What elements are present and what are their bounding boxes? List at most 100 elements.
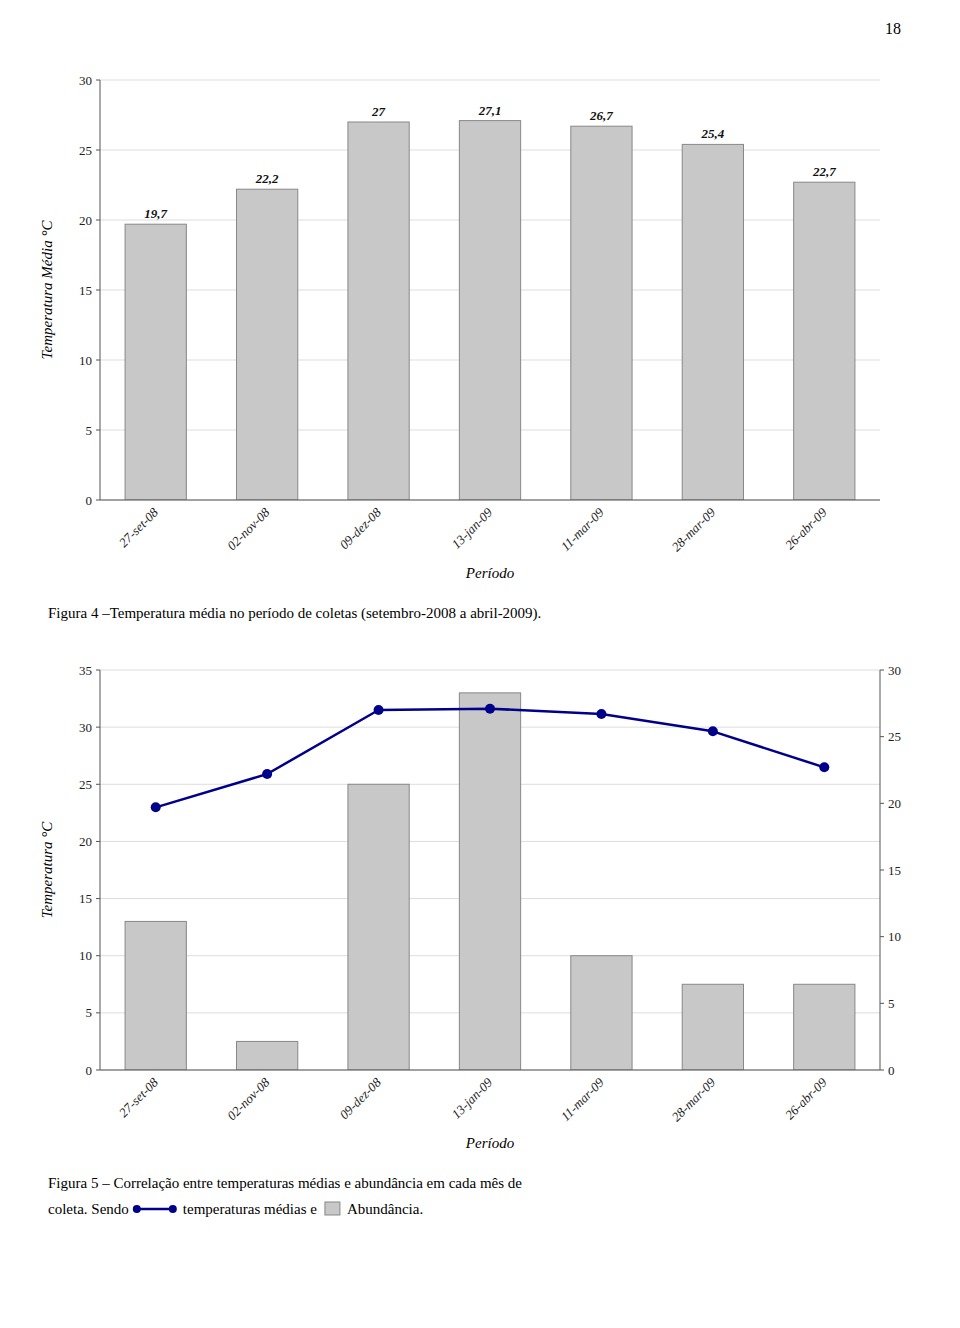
marker bbox=[485, 704, 495, 714]
tick-label: 27-set-08 bbox=[116, 504, 162, 550]
bar bbox=[237, 189, 298, 500]
tick-mark bbox=[880, 1070, 884, 1071]
legend-swatch bbox=[325, 1202, 340, 1215]
tick-label: 10 bbox=[79, 948, 92, 963]
bar bbox=[682, 144, 743, 500]
tick-mark bbox=[96, 1070, 100, 1071]
bar bbox=[348, 784, 409, 1070]
tick-label: 25 bbox=[79, 143, 92, 158]
caption: coleta. Sendo bbox=[48, 1201, 129, 1217]
tick-mark bbox=[96, 955, 100, 956]
bar bbox=[571, 956, 632, 1070]
tick-mark bbox=[96, 500, 100, 501]
caption: Figura 5 – Correlação entre temperaturas… bbox=[48, 1175, 522, 1191]
tick-label: 5 bbox=[86, 1005, 93, 1020]
tick-label: 25 bbox=[79, 777, 92, 792]
bar bbox=[348, 122, 409, 500]
marker bbox=[262, 769, 272, 779]
bar bbox=[125, 921, 186, 1070]
line bbox=[156, 709, 825, 808]
page-number: 18 bbox=[885, 20, 901, 37]
tick-label: 10 bbox=[888, 929, 901, 944]
tick-mark bbox=[880, 936, 884, 937]
tick-label: 11-mar-09 bbox=[558, 1074, 607, 1123]
tick-label: 15 bbox=[79, 891, 92, 906]
grid-line bbox=[100, 670, 880, 671]
tick-mark bbox=[96, 784, 100, 785]
tick-label: 20 bbox=[79, 834, 92, 849]
tick-mark bbox=[96, 841, 100, 842]
tick-label: 0 bbox=[888, 1063, 895, 1078]
tick-mark bbox=[96, 430, 100, 431]
caption: Abundância. bbox=[347, 1201, 423, 1217]
tick-mark bbox=[96, 727, 100, 728]
tick-label: 11-mar-09 bbox=[558, 504, 607, 553]
tick-label: 0 bbox=[86, 493, 93, 508]
tick-mark bbox=[96, 290, 100, 291]
tick-label: 30 bbox=[79, 720, 92, 735]
tick-label: 27-set-08 bbox=[116, 1074, 162, 1120]
tick-label: 28-mar-09 bbox=[668, 1074, 718, 1124]
grid-line bbox=[100, 1070, 880, 1071]
tick-label: 35 bbox=[79, 663, 92, 678]
background bbox=[0, 0, 960, 1328]
marker bbox=[151, 802, 161, 812]
legend-swatch bbox=[169, 1205, 177, 1213]
tick-label: 02-nov-08 bbox=[224, 504, 273, 553]
plot-area bbox=[125, 693, 855, 1070]
data-label: 27 bbox=[371, 104, 386, 119]
tick-label: 30 bbox=[888, 663, 901, 678]
marker bbox=[819, 762, 829, 772]
bar bbox=[794, 182, 855, 500]
bar bbox=[125, 224, 186, 500]
data-label: 19,7 bbox=[144, 206, 167, 221]
grid-line bbox=[100, 500, 880, 501]
bar bbox=[794, 984, 855, 1070]
tick-mark bbox=[880, 1003, 884, 1004]
x-axis-label: Período bbox=[465, 1135, 515, 1151]
tick-mark bbox=[880, 736, 884, 737]
tick-mark bbox=[880, 870, 884, 871]
tick-label: 26-abr-09 bbox=[782, 504, 830, 552]
tick-label: 02-nov-08 bbox=[224, 1074, 273, 1123]
tick-label: 10 bbox=[79, 353, 92, 368]
axis-line bbox=[100, 670, 101, 1070]
axis-line bbox=[100, 80, 101, 500]
tick-mark bbox=[880, 803, 884, 804]
tick-mark bbox=[96, 670, 100, 671]
tick-mark bbox=[96, 220, 100, 221]
x-axis-label: Período bbox=[465, 565, 515, 581]
tick-mark bbox=[96, 360, 100, 361]
axis-line bbox=[880, 670, 881, 1070]
tick-mark bbox=[96, 898, 100, 899]
data-label: 25,4 bbox=[700, 126, 724, 141]
tick-label: 0 bbox=[86, 1063, 93, 1078]
chart: 05101520253019,722,22727,126,725,422,727… bbox=[39, 73, 880, 622]
tick-label: 25 bbox=[888, 729, 901, 744]
tick-label: 15 bbox=[888, 863, 901, 878]
y-axis-label: Temperatura °C bbox=[39, 821, 55, 919]
tick-label: 5 bbox=[86, 423, 93, 438]
grid-line bbox=[100, 80, 880, 81]
data-label: 22,2 bbox=[255, 171, 279, 186]
marker bbox=[374, 705, 384, 715]
data-label: 26,7 bbox=[589, 108, 613, 123]
data-label: 27,1 bbox=[478, 103, 502, 118]
tick-label: 26-abr-09 bbox=[782, 1074, 830, 1122]
page: 18 0 5 10 15 20 25 30 19,7 22,2 27 27,1 26,7 25,4 22,7… bbox=[0, 0, 960, 1328]
chart: 0510152025303505101520253027-set-0802-no… bbox=[39, 663, 901, 1217]
bar bbox=[459, 121, 520, 500]
tick-label: 13-jan-09 bbox=[448, 1074, 495, 1121]
data-label: 22,7 bbox=[812, 164, 836, 179]
tick-label: 09-dez-08 bbox=[337, 1074, 385, 1122]
tick-label: 13-jan-09 bbox=[448, 504, 495, 551]
caption: Figura 4 –Temperatura média no período d… bbox=[48, 605, 541, 622]
tick-label: 30 bbox=[79, 73, 92, 88]
marker bbox=[708, 726, 718, 736]
tick-mark bbox=[96, 80, 100, 81]
plot-area bbox=[125, 121, 855, 500]
bar bbox=[459, 693, 520, 1070]
legend-swatch bbox=[137, 1208, 173, 1211]
marker bbox=[596, 709, 606, 719]
axis-line bbox=[100, 500, 880, 501]
